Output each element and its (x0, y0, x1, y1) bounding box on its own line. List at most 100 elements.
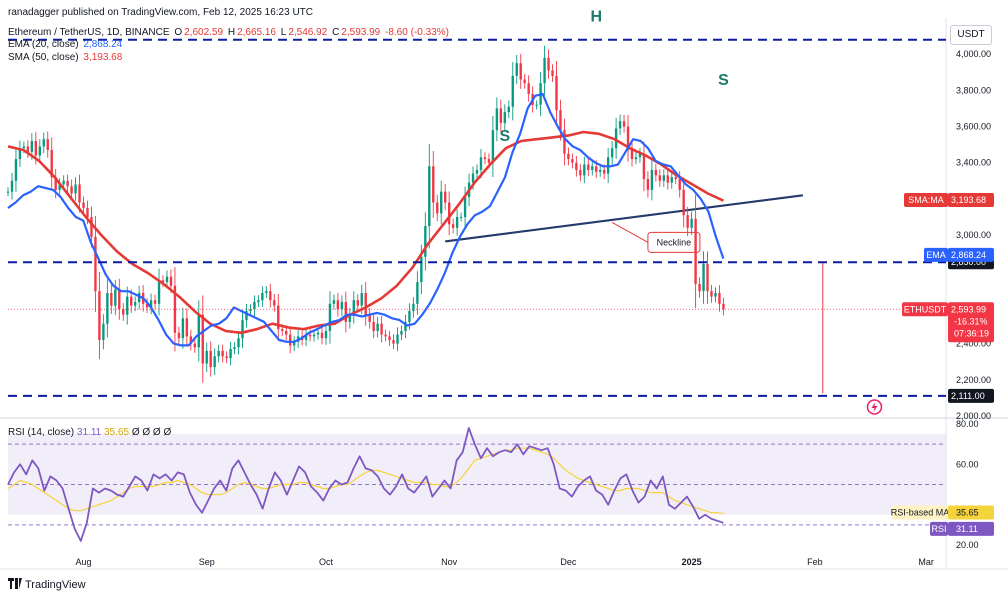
candle-body (26, 146, 30, 152)
candle-body (285, 330, 288, 335)
tradingview-logo[interactable]: TradingView (8, 578, 86, 591)
candle-body (602, 169, 606, 174)
candle-body (364, 292, 367, 315)
candle-body (316, 332, 320, 335)
rsi-ma-name-tag (892, 505, 948, 520)
candle-body (527, 83, 530, 94)
candle-body (241, 320, 244, 339)
candle-body (392, 340, 395, 344)
high-value: 2,665.16 (237, 27, 276, 38)
time-tick-label: Dec (560, 557, 577, 567)
candle-body (308, 334, 312, 337)
candle-body (424, 226, 427, 257)
candle-body (507, 106, 510, 113)
candle-body (690, 218, 693, 228)
candle-body (416, 282, 419, 304)
candle-body (289, 334, 292, 346)
time-tick-label: Oct (319, 557, 334, 567)
candle-body (451, 224, 455, 228)
candle-body (575, 162, 578, 170)
candle-body (292, 341, 296, 346)
candle-body (368, 314, 371, 322)
candle-body (122, 309, 125, 315)
candle-body (463, 197, 467, 217)
candle-body (54, 177, 57, 190)
candle-body (618, 121, 622, 129)
candle-body (408, 311, 411, 322)
candle-body (74, 184, 77, 194)
candle-body (157, 280, 161, 304)
candle-body (440, 191, 443, 214)
candle-body (265, 291, 268, 293)
candle-body (515, 63, 518, 76)
candle-body (591, 166, 594, 170)
candle-body (102, 323, 105, 341)
candle-body (702, 264, 705, 292)
candle-body (388, 336, 391, 341)
last-countdown-label: 07:36:19 (954, 328, 989, 338)
rsi-value: 31.11 (76, 427, 102, 438)
candle-body (555, 75, 558, 111)
candle-body (126, 296, 129, 315)
axis-name-tag (904, 193, 948, 208)
candle-body (237, 338, 240, 348)
candle-body (404, 321, 407, 331)
candle-body (599, 169, 602, 172)
time-tick-label: Nov (441, 557, 458, 567)
price-tick-label: 3,600.00 (956, 122, 991, 132)
candle-body (193, 343, 196, 348)
rsi-legend[interactable]: RSI (14, close) 31.11 35.65 Ø Ø Ø Ø (8, 427, 171, 438)
pattern-label-s: S (499, 128, 510, 145)
candle-body (106, 292, 109, 324)
price-labels: 2,850.00 2,111.00 SMA:MA 3,193.68 EMA 2,868.2… (891, 193, 994, 536)
candle-body (130, 296, 133, 306)
rsi-band (8, 434, 946, 515)
candle-body (658, 175, 662, 181)
ema-legend[interactable]: EMA (20, close) 2,868.24 (8, 39, 124, 50)
candle-body (412, 303, 415, 312)
candle-body (173, 285, 177, 333)
pattern-label-s: S (718, 72, 729, 89)
candle-body (320, 332, 324, 339)
axis-name-tag-label: SMA:MA (908, 195, 944, 205)
sma-value: 3,193.68 (83, 52, 123, 63)
candle-body (189, 336, 193, 344)
candle-body (165, 276, 169, 283)
candle-body (257, 300, 260, 303)
price-tick-label: 3,400.00 (956, 158, 991, 168)
time-tick-label: Feb (807, 557, 823, 567)
rsi-line (7, 427, 724, 542)
candle-body (225, 356, 228, 359)
close-value: 2,593.99 (341, 27, 381, 38)
time-tick-label: Aug (76, 557, 92, 567)
currency-button[interactable]: USDT (950, 25, 992, 45)
symbol-legend[interactable]: Ethereum / TetherUS, 1D, BINANCE O 2,602.… (8, 27, 451, 38)
last-name-tag (902, 302, 948, 317)
time-tick-label: Mar (918, 557, 934, 567)
candle-body (50, 150, 53, 178)
neckline-layer: Neckline (445, 194, 804, 253)
candle-body (571, 159, 574, 163)
candle-body (634, 157, 638, 160)
tradingview-logo-icon (8, 578, 22, 589)
ema-label: EMA (20, close) (8, 39, 79, 50)
candle-body (229, 349, 232, 359)
candle-body (567, 153, 570, 160)
published-line: ranadagger published on TradingView.com,… (8, 7, 314, 18)
candle-body (444, 191, 447, 203)
candle-body (6, 191, 10, 193)
candle-body (420, 256, 423, 283)
price-tick-label: 3,800.00 (956, 85, 991, 95)
candle-body (70, 186, 73, 194)
candle-body (670, 177, 673, 183)
candle-body (535, 104, 538, 106)
candle-body (622, 121, 626, 127)
change-value: -8.60 (-0.33%) (385, 27, 449, 38)
candle-body (277, 305, 280, 330)
candle-body (153, 300, 157, 304)
candle-body (34, 141, 38, 156)
candle-body (46, 139, 49, 151)
sma-legend[interactable]: SMA (50, close) 3,193.68 (8, 52, 124, 63)
levels (8, 38, 946, 397)
